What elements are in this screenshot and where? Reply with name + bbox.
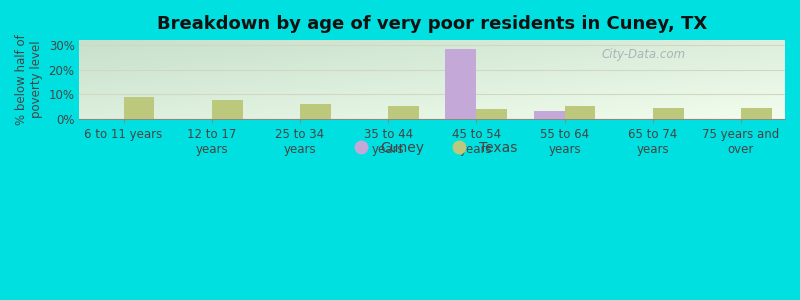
Bar [123, 97, 154, 119]
Y-axis label: % below half of
poverty level: % below half of poverty level [15, 34, 43, 125]
Text: City-Data.com: City-Data.com [602, 48, 686, 61]
Bar [446, 49, 476, 119]
Bar [534, 111, 565, 119]
Title: Breakdown by age of very poor residents in Cuney, TX: Breakdown by age of very poor residents … [157, 15, 707, 33]
Bar [741, 108, 772, 119]
Bar [565, 106, 595, 119]
Legend: Cuney, Texas: Cuney, Texas [342, 135, 522, 161]
Bar [653, 108, 683, 119]
Bar [212, 100, 242, 119]
Bar [300, 104, 330, 119]
Bar [388, 106, 419, 119]
Bar [476, 109, 507, 119]
